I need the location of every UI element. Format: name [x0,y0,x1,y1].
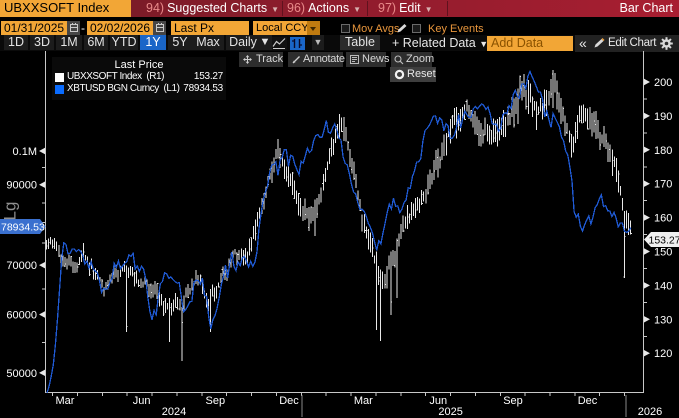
svg-text:120: 120 [654,348,672,360]
svg-text:0.1M: 0.1M [13,146,37,158]
svg-text:Jun: Jun [133,395,151,407]
svg-text:90000: 90000 [6,180,37,192]
svg-text:130: 130 [654,314,672,326]
svg-text:Mar: Mar [354,395,373,407]
svg-text:2024: 2024 [162,406,186,418]
svg-text:160: 160 [654,213,672,225]
svg-text:60000: 60000 [6,310,37,322]
svg-text:2025: 2025 [438,406,462,418]
svg-text:Dec: Dec [279,395,299,407]
svg-text:Dec: Dec [578,395,598,407]
svg-text:Jun: Jun [429,395,447,407]
svg-text:Sep: Sep [206,395,226,407]
svg-text:140: 140 [654,280,672,292]
svg-text:78934.53: 78934.53 [1,222,45,234]
svg-text:150: 150 [654,247,672,259]
svg-text:200: 200 [654,77,672,89]
svg-text:153.27: 153.27 [649,235,679,247]
svg-text:50000: 50000 [6,368,37,380]
svg-text:70000: 70000 [6,260,37,272]
svg-text:Mar: Mar [56,395,75,407]
svg-text:Sep: Sep [503,395,523,407]
svg-text:190: 190 [654,111,672,123]
svg-text:180: 180 [654,145,672,157]
svg-text:2026: 2026 [638,406,662,418]
svg-text:170: 170 [654,179,672,191]
